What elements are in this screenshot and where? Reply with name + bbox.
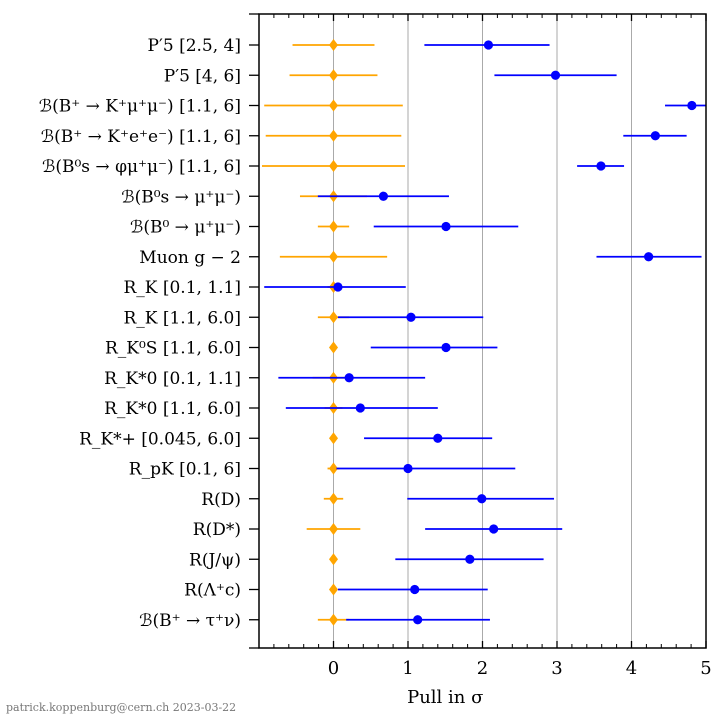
- axis-ticks: 0 1 2 3 4 5: [249, 13, 712, 679]
- x-tick-label: 2: [477, 658, 488, 679]
- x-tick-label: 4: [626, 658, 637, 679]
- measurement-point: [355, 403, 365, 413]
- x-axis-title: Pull in σ: [407, 687, 483, 708]
- x-tick-label: 3: [551, 658, 562, 679]
- row-label: Muon g − 2: [139, 248, 241, 268]
- reference-point: [329, 462, 338, 475]
- measurement-point: [465, 554, 475, 564]
- reference-point: [329, 99, 338, 112]
- x-tick-label: 0: [328, 658, 339, 679]
- measurement-point: [483, 40, 494, 50]
- row-label: R_pK [0.1, 6]: [129, 460, 241, 480]
- measurement-point: [441, 221, 451, 232]
- reference-point: [329, 160, 338, 172]
- reference-point: [329, 311, 338, 324]
- author-credit: patrick.koppenburg@cern.ch 2023-03-22: [6, 701, 236, 714]
- row-label: R_K [0.1, 1.1]: [123, 278, 241, 298]
- measurement-point: [650, 131, 660, 141]
- row-label: P′5 [2.5, 4]: [148, 36, 241, 56]
- measurement-point: [413, 615, 423, 625]
- reference-point: [329, 583, 338, 596]
- measurement-point: [489, 524, 499, 534]
- row-label: R(D*): [193, 520, 241, 540]
- row-label: R(J/ψ): [189, 550, 241, 570]
- reference-point: [329, 341, 338, 354]
- reference-point: [329, 39, 338, 51]
- reference-point: [329, 432, 338, 445]
- row-label: R_K*0 [0.1, 1.1]: [104, 369, 241, 389]
- row-label: P′5 [4, 6]: [164, 66, 241, 86]
- row-label: ℬ(B⁰s → φμ⁺μ⁻) [1.1, 6]: [42, 157, 241, 177]
- measurement-point: [433, 433, 443, 443]
- reference-point: [329, 553, 338, 566]
- measurement-point: [596, 161, 606, 171]
- x-tick-label: 5: [700, 658, 711, 679]
- x-tick-label: 1: [402, 658, 413, 679]
- row-label: ℬ(B⁺ → K⁺e⁺e⁻) [1.1, 6]: [41, 127, 241, 147]
- reference-point: [329, 220, 338, 233]
- row-label: R_K [1.1, 6.0]: [123, 308, 241, 328]
- row-label: ℬ(B⁰ → μ⁺μ⁻): [130, 218, 241, 238]
- grid: [333, 14, 632, 648]
- measurement-point: [410, 584, 420, 595]
- reference-point: [329, 523, 338, 535]
- reference-point: [329, 250, 338, 263]
- reference-point: [329, 129, 338, 142]
- measurement-point: [378, 191, 389, 201]
- reference-point: [329, 69, 338, 82]
- measurement-point: [441, 342, 451, 353]
- row-label: R_K*0 [1.1, 6.0]: [104, 399, 241, 419]
- row-labels: P′5 [2.5, 4] P′5 [4, 6] ℬ(B⁺ → K⁺μ⁺μ⁻) [1.…: [39, 36, 241, 631]
- measurement-point: [687, 100, 697, 111]
- measurement-series: [264, 40, 706, 625]
- row-label: R(D): [201, 490, 241, 510]
- row-label: R_K*+ [0.045, 6.0]: [79, 429, 241, 449]
- measurement-point: [333, 282, 343, 292]
- row-label: R(Λ⁺c): [184, 581, 241, 601]
- measurement-point: [644, 252, 654, 262]
- row-label: ℬ(B⁰s → μ⁺μ⁻): [121, 187, 241, 207]
- reference-point: [329, 613, 338, 626]
- measurement-point: [344, 373, 354, 383]
- measurement-point: [550, 70, 561, 80]
- row-label: ℬ(B⁺ → K⁺μ⁺μ⁻) [1.1, 6]: [39, 97, 241, 117]
- reference-point: [329, 492, 338, 505]
- measurement-point: [403, 463, 413, 474]
- measurement-point: [406, 312, 416, 322]
- row-label: ℬ(B⁺ → τ⁺ν): [139, 611, 241, 631]
- measurement-point: [477, 494, 487, 504]
- row-label: R_K⁰S [1.1, 6.0]: [105, 339, 241, 359]
